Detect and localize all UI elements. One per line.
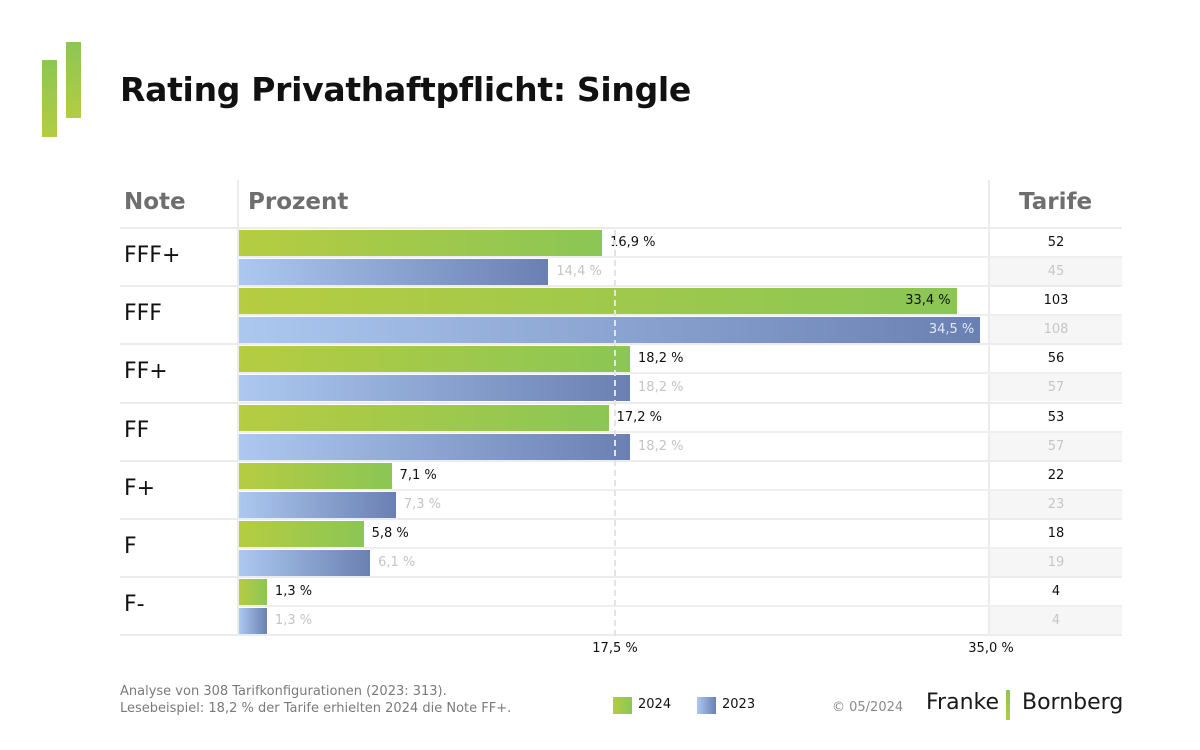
bar-2024-FF+: [239, 346, 631, 373]
tarife-value-2024: 103: [1043, 293, 1069, 309]
value-label-2023: 6,1 %: [378, 555, 416, 570]
tarife-value-2024: 18: [1047, 526, 1065, 541]
column-header-prozent: Prozent: [248, 189, 349, 215]
row-subseparator: [238, 488, 1122, 491]
row-subseparator: [238, 314, 1122, 317]
brand-logo-bar-icon: [1006, 690, 1010, 720]
bar-2023-FFF: [239, 317, 981, 344]
row-subseparator: [238, 256, 1122, 258]
tarife-cell-2023-bg: [990, 374, 1122, 402]
value-label-2023: 7,3 %: [403, 496, 442, 512]
bar-2024-FF: [239, 404, 609, 431]
value-label-2023: 1,3 %: [274, 613, 313, 629]
bar-2023-FF: [239, 433, 631, 460]
tarife-cell-2023-bg: [990, 316, 1122, 344]
value-label-2023: 18,2 %: [638, 380, 684, 396]
note-label: FF+: [124, 359, 168, 385]
column-divider: [237, 180, 239, 636]
header-separator: [120, 227, 1122, 229]
tarife-value-2023: 45: [1047, 264, 1065, 279]
bar-2023-FFF+: [239, 259, 549, 285]
tarife-cell-2023-bg: [990, 432, 1122, 460]
footnote-example: Lesebeispiel: 18,2 % der Tarife erhielte…: [120, 701, 512, 716]
footnote-analysis: Analyse von 308 Tarifkonfigurationen (20…: [120, 684, 447, 699]
legend-label-2023: 2023: [722, 697, 756, 712]
note-label: F-: [124, 592, 145, 618]
bar-2024-F: [239, 521, 364, 547]
tarife-value-2024: 52: [1047, 235, 1065, 250]
row-separator: [120, 634, 1122, 637]
x-tick-label: 17,5 %: [592, 641, 638, 656]
tarife-cell-2023-bg: [990, 607, 1122, 635]
tarife-cell-2023-bg: [990, 258, 1122, 285]
tarife-value-2023: 108: [1043, 322, 1069, 338]
row-separator: [120, 285, 1122, 288]
bar-2024-FFF: [239, 288, 957, 315]
bar-2023-F-: [239, 608, 267, 635]
value-label-2023: 34,5 %: [928, 322, 975, 338]
note-label: FFF+: [124, 243, 181, 268]
tarife-cell-2023-bg: [990, 549, 1122, 576]
value-label-2024: 7,1 %: [399, 467, 437, 483]
note-label: FF: [124, 417, 150, 443]
brand-logo-franke: Franke: [926, 690, 1000, 715]
bar-2024-FFF+: [239, 230, 603, 256]
tarife-value-2023: 23: [1047, 496, 1065, 512]
value-label-2024: 1,3 %: [274, 584, 313, 600]
bar-2023-F+: [239, 491, 396, 518]
column-header-note: Note: [124, 189, 186, 215]
row-subseparator: [238, 605, 1122, 608]
legend-swatch-2023: [697, 697, 716, 714]
value-label-2023: 18,2 %: [638, 438, 684, 454]
bar-2024-F+: [239, 462, 392, 489]
tarife-value-2024: 22: [1047, 467, 1065, 483]
value-label-2024: 17,2 %: [616, 409, 662, 425]
row-subseparator: [238, 547, 1122, 549]
tarife-value-2024: 53: [1047, 409, 1065, 425]
row-separator: [120, 459, 1122, 462]
note-label: FFF: [124, 301, 162, 327]
note-label: F: [124, 534, 137, 559]
value-label-2024: 33,4 %: [905, 293, 951, 309]
x-tick-label: 35,0 %: [968, 641, 1014, 656]
row-separator: [120, 518, 1122, 520]
copyright: © 05/2024: [832, 700, 904, 715]
bar-2024-F-: [239, 579, 267, 606]
column-divider: [988, 180, 990, 636]
row-separator: [120, 343, 1122, 346]
value-label-2024: 16,9 %: [610, 235, 656, 250]
tarife-value-2023: 19: [1047, 555, 1065, 570]
legend-label-2024: 2024: [638, 697, 672, 712]
bar-2023-F: [239, 550, 371, 576]
tarife-cell-2023-bg: [990, 490, 1122, 518]
tarife-value-2023: 4: [1051, 613, 1061, 629]
tarife-value-2024: 4: [1051, 584, 1061, 600]
row-separator: [120, 401, 1122, 404]
row-subseparator: [238, 430, 1122, 433]
value-label-2024: 5,8 %: [371, 526, 409, 541]
legend-swatch-2024: [613, 697, 632, 714]
value-label-2023: 14,4 %: [556, 264, 602, 279]
note-label: F+: [124, 475, 156, 501]
reference-line-17-5: [614, 230, 616, 636]
value-label-2024: 18,2 %: [638, 351, 684, 367]
column-header-tarife: Tarife: [1019, 189, 1093, 215]
logo-bar-left: [42, 60, 57, 137]
tarife-value-2023: 57: [1047, 380, 1065, 396]
logo-bar-right: [66, 42, 81, 118]
tarife-value-2023: 57: [1047, 438, 1065, 454]
tarife-value-2024: 56: [1047, 351, 1065, 367]
row-subseparator: [238, 372, 1122, 375]
row-separator: [120, 576, 1122, 579]
chart-title: Rating Privathaftpflicht: Single: [120, 70, 691, 109]
bar-2023-FF+: [239, 375, 631, 402]
brand-logo-bornberg: Bornberg: [1022, 690, 1124, 715]
